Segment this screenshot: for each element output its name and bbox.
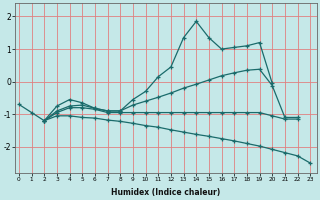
X-axis label: Humidex (Indice chaleur): Humidex (Indice chaleur) xyxy=(111,188,220,197)
